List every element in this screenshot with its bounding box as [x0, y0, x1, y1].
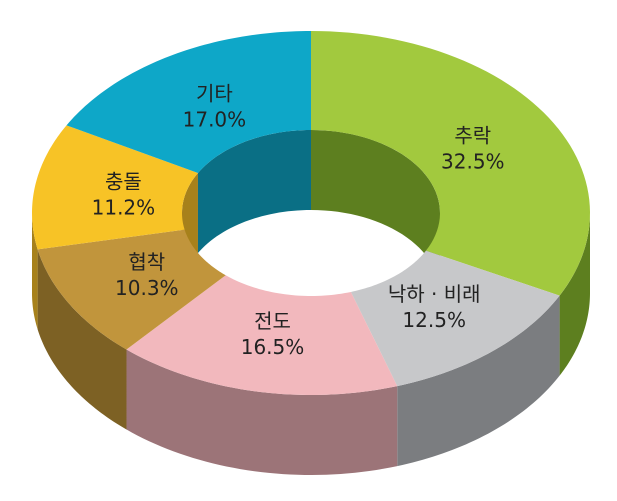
slice-1-top: [350, 250, 560, 387]
slice-value: 16.5%: [241, 335, 305, 359]
slice-5-inner-wall-1: [197, 130, 311, 254]
slice-label: 충돌: [105, 169, 142, 193]
slice-0-top: [311, 31, 590, 296]
slice-2-outer-wall: [126, 349, 398, 475]
slice-0-inner-wall-0: [311, 130, 440, 293]
slice-value: 10.3%: [115, 276, 179, 300]
slice-2-top: [126, 275, 398, 395]
slice-label: 협착: [128, 250, 165, 274]
donut-outer-walls: [32, 213, 590, 475]
slice-3-outer-wall: [37, 249, 127, 430]
slice-value: 32.5%: [441, 149, 505, 173]
slice-label: 낙하 · 비래: [388, 282, 481, 306]
slice-4-top: [32, 125, 198, 250]
slice-value: 12.5%: [402, 308, 466, 332]
donut-slices: [32, 31, 590, 395]
slice-label: 전도: [254, 309, 291, 333]
slice-5-top: [66, 31, 311, 174]
slice-4-outer-wall: [32, 213, 38, 330]
slice-3-top: [37, 229, 226, 350]
slice-label: 기타: [196, 82, 233, 106]
slice-value: 17.0%: [183, 108, 247, 132]
slice-value: 11.2%: [92, 195, 156, 219]
slice-label: 추락: [454, 123, 491, 147]
slice-1-outer-wall: [397, 295, 560, 467]
slice-0-outer-wall: [559, 213, 590, 376]
